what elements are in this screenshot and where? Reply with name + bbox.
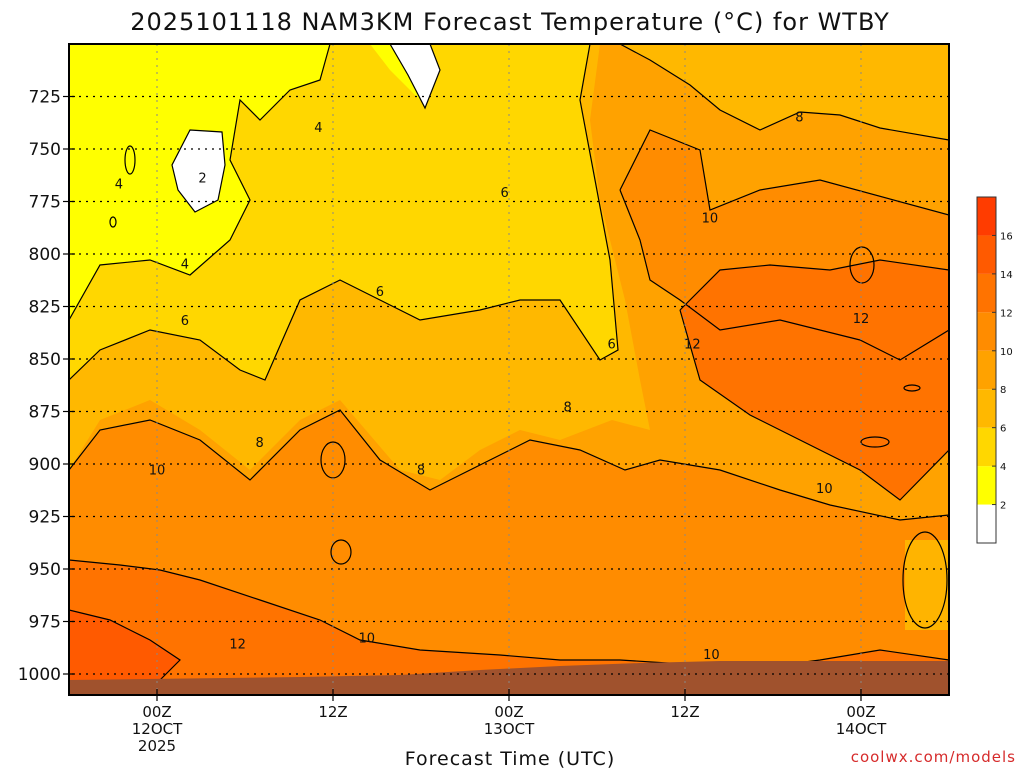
contour-label: 10 [702, 211, 719, 226]
contour-label: 8 [795, 111, 803, 126]
colorbar-swatch [977, 235, 996, 274]
colorbar-swatch [977, 427, 996, 467]
contour-labels: 4 2 4 4 6 6 6 6 8 8 8 8 10 10 10 10 10 12 12 12 [115, 111, 870, 664]
colorbar-tick-label: 8 [1000, 385, 1006, 396]
x-tick-label: 13OCT [484, 720, 535, 738]
credit-text: coolwx.com/models [851, 748, 1016, 766]
contour-label: 6 [608, 337, 616, 352]
contour-label: 12 [229, 638, 246, 653]
colorbar-swatch [977, 466, 996, 505]
y-tick-label: 725 [29, 88, 61, 108]
colorbar-tick-label: 16 [1000, 231, 1013, 242]
contour-label: 6 [376, 285, 384, 300]
colorbar-frame [976, 196, 997, 544]
x-tick-label: 12OCT [132, 720, 183, 738]
contour-label: 2 [198, 171, 206, 186]
x-tick-label: 14OCT [836, 720, 887, 738]
chart-title: 2025101118 NAM3KM Forecast Temperature (… [130, 8, 890, 36]
x-axis-label: Forecast Time (UTC) [405, 748, 615, 768]
contour-label: 6 [500, 186, 508, 201]
contour-label: 4 [314, 121, 322, 136]
colorbar-swatch [977, 389, 996, 428]
x-tick-label: 12Z [670, 703, 699, 721]
y-tick-label: 800 [29, 245, 61, 265]
y-tick-label: 875 [29, 403, 61, 423]
colorbar-tick-label: 4 [1000, 462, 1006, 473]
x-tick-label: 00Z [494, 703, 523, 721]
ground-fill [69, 661, 949, 695]
colorbar-tick-label: 2 [1000, 501, 1006, 512]
band-fill-orange-patch [905, 540, 949, 630]
contour-label: 8 [256, 436, 264, 451]
band-fill-14-16 [69, 610, 180, 690]
contour-label: 4 [181, 258, 189, 273]
y-tick-label: 775 [29, 193, 61, 213]
contour-label: 12 [684, 337, 701, 352]
contour-label: 6 [181, 314, 189, 329]
colorbar-swatch [977, 197, 996, 236]
y-tick-label: 950 [29, 560, 61, 580]
y-tick-label: 975 [29, 613, 61, 633]
y-tick-label: 1000 [18, 665, 61, 685]
band-fill-0-2 [172, 44, 440, 212]
y-tick-label: 850 [29, 350, 61, 370]
contour-label: 8 [417, 463, 425, 478]
colorbar-swatch [977, 312, 996, 351]
contour-label: 10 [816, 482, 833, 497]
x-tick-label: 2025 [138, 737, 176, 755]
x-tick-label: 00Z [846, 703, 875, 721]
x-tick-label: 12Z [318, 703, 347, 721]
colorbar-tick-label: 6 [1000, 424, 1006, 435]
colorbar-tick-label: 12 [1000, 308, 1013, 319]
y-tick-label: 900 [29, 455, 61, 475]
contour-label: 12 [853, 312, 870, 327]
colorbar-swatch [977, 350, 996, 390]
colorbar-swatch [977, 504, 996, 543]
colorbar: 2 4 6 8 10 12 14 16 [976, 196, 1013, 544]
contour-label: 10 [703, 648, 720, 663]
plot-area: 4 2 4 4 6 6 6 6 8 8 8 8 10 10 10 10 10 12 12 12 [69, 44, 949, 695]
band-fill-12-14 [69, 260, 949, 695]
colorbar-tick-label: 10 [1000, 347, 1013, 358]
colorbar-swatch [977, 273, 996, 313]
contour-label: 4 [115, 178, 123, 193]
contour-label: 10 [149, 463, 166, 478]
y-tick-label: 750 [29, 140, 61, 160]
contour-label: 8 [564, 400, 572, 415]
band-fill-2-4 [69, 44, 440, 320]
contour-lines [69, 44, 949, 681]
colorbar-tick-label: 14 [1000, 270, 1013, 281]
y-tick-label: 825 [29, 298, 61, 318]
x-tick-label: 00Z [142, 703, 171, 721]
contour-label: 10 [358, 631, 375, 646]
y-tick-label: 925 [29, 508, 61, 528]
y-axis: 725 750 775 800 825 850 875 900 925 950 975 1000 [18, 88, 75, 685]
